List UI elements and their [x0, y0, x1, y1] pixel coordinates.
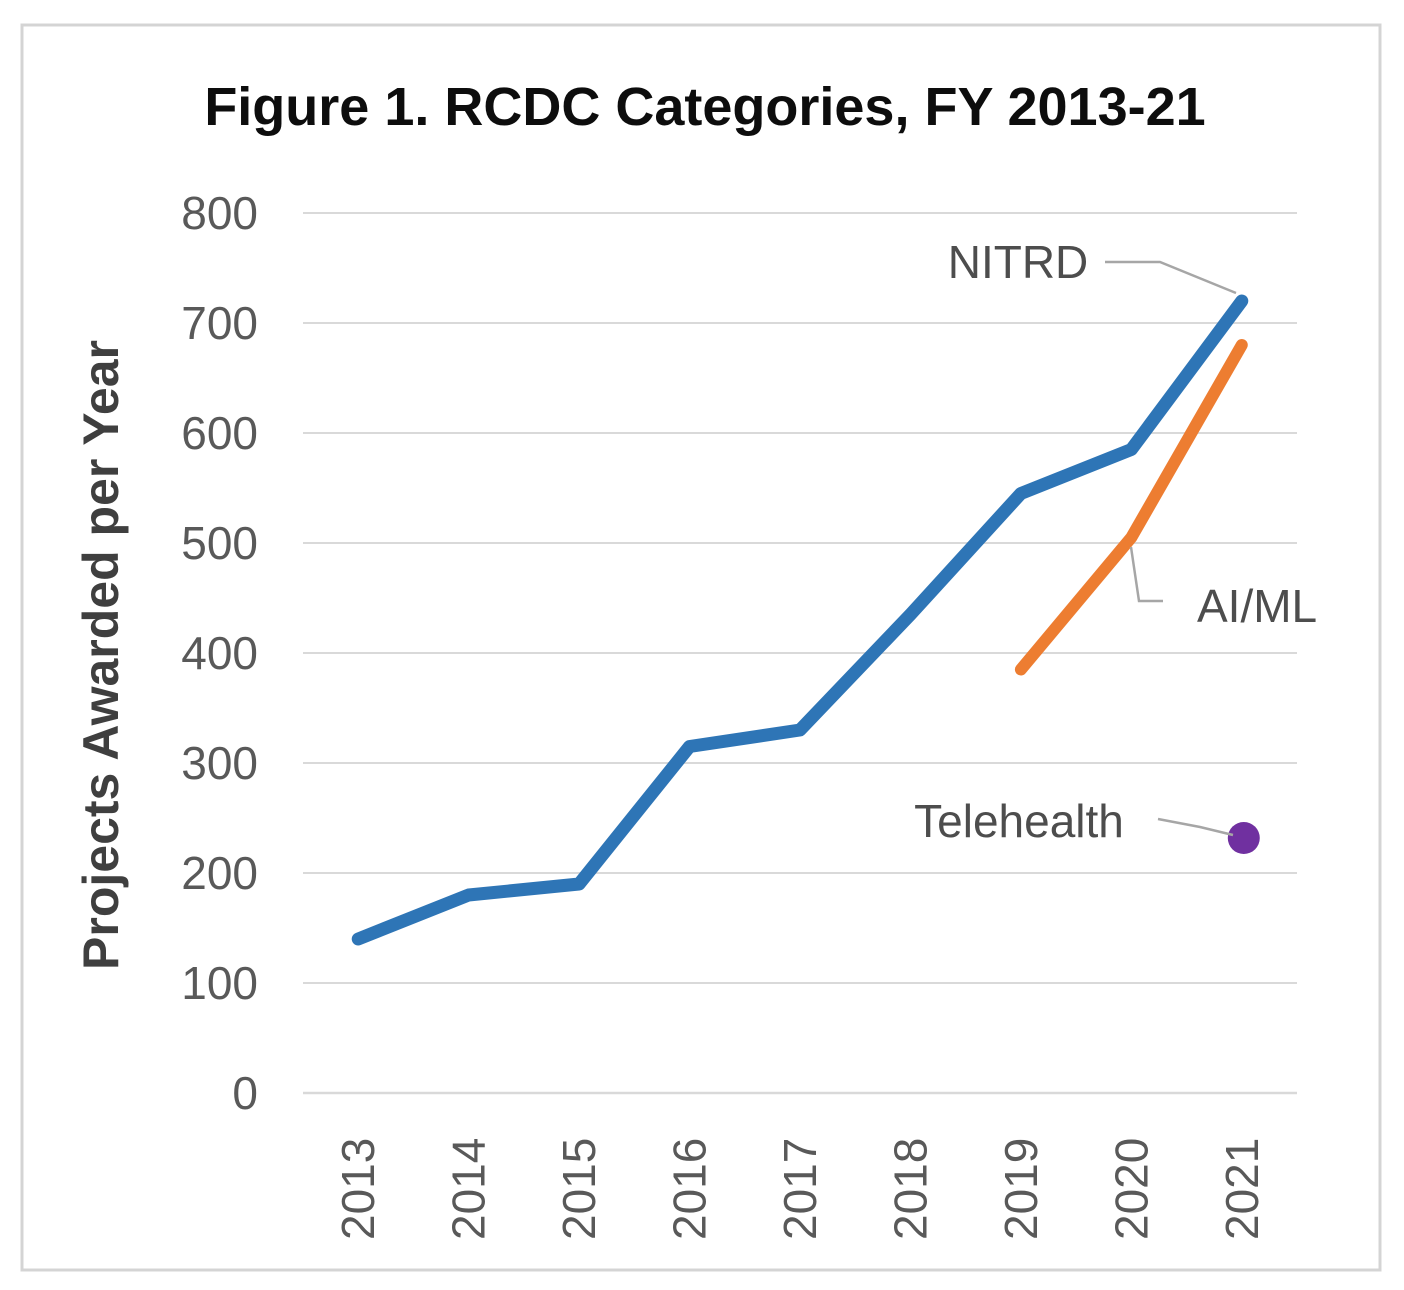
x-tick-label: 2014: [443, 1138, 495, 1240]
chart-title: Figure 1. RCDC Categories, FY 2013-21: [204, 77, 1205, 137]
chart-frame: [20, 23, 1382, 1272]
x-tick-label: 2019: [995, 1138, 1047, 1240]
x-tick-label: 2015: [553, 1138, 605, 1240]
leader-line-nitrd: [1105, 260, 1237, 295]
series-line-aiml: [1014, 339, 1248, 676]
series-line-nitrd: [351, 294, 1249, 946]
x-tick-label: 2021: [1216, 1138, 1268, 1240]
y-axis-title: Projects Awarded per Year: [73, 340, 129, 970]
x-tick-label: 2017: [774, 1138, 826, 1240]
leader-line-aiml: [1129, 546, 1163, 603]
y-tick-label: 700: [181, 297, 258, 349]
y-tick-label: 300: [181, 737, 258, 789]
series-label-nitrd: NITRD: [948, 236, 1089, 288]
y-tick-label: 600: [181, 407, 258, 459]
x-tick-labels-group: 2013 2014 2015 2016 2017 2018 2019 2020 2021: [332, 1138, 1268, 1240]
y-tick-label: 200: [181, 847, 258, 899]
y-tick-label: 400: [181, 627, 258, 679]
x-tick-label: 2018: [884, 1138, 936, 1240]
series-group: [351, 294, 1260, 946]
y-tick-labels-group: 0 100 200 300 400 500 600 700 800: [181, 187, 258, 1119]
series-label-telehealth: Telehealth: [914, 795, 1124, 847]
gridlines-group: [303, 212, 1297, 1095]
x-tick-label: 2016: [664, 1138, 716, 1240]
series-label-aiml: AI/ML: [1197, 580, 1317, 632]
annotations-group: NITRD AI/ML Telehealth: [914, 236, 1317, 847]
y-tick-label: 500: [181, 517, 258, 569]
y-tick-label: 100: [181, 957, 258, 1009]
leader-line-telehealth: [1157, 817, 1234, 837]
y-tick-label: 800: [181, 187, 258, 239]
x-tick-label: 2020: [1105, 1138, 1157, 1240]
x-tick-label: 2013: [332, 1138, 384, 1240]
y-tick-label: 0: [232, 1067, 258, 1119]
series-point-telehealth: [1227, 822, 1260, 854]
